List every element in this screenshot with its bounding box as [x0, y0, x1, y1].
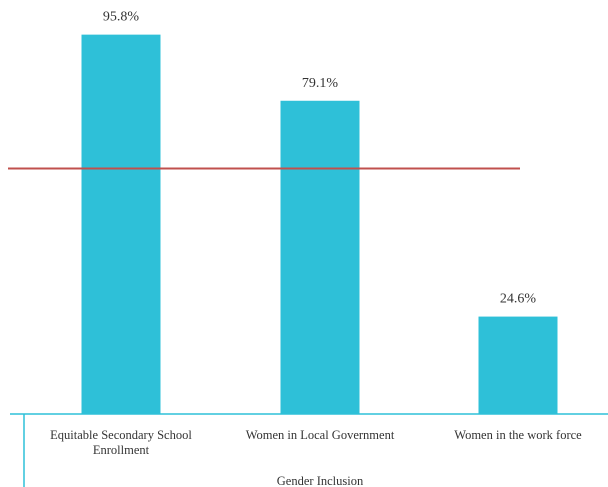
bar-2	[280, 100, 360, 414]
bar-3	[478, 316, 558, 414]
category-label-2: Women in Local Government	[246, 428, 395, 442]
data-labels: 95.8% 79.1% 24.6%	[103, 10, 537, 307]
x-axis	[10, 413, 608, 487]
category-label-1: Equitable Secondary School Enrollment	[50, 428, 192, 457]
bars	[81, 34, 558, 415]
bar-1	[81, 34, 161, 415]
data-label-1: 95.8%	[103, 10, 140, 25]
data-label-2: 79.1%	[302, 76, 339, 91]
data-label-3: 24.6%	[500, 292, 537, 307]
category-label-3: Women in the work force	[454, 428, 582, 442]
category-labels: Equitable Secondary School Enrollment Wome…	[50, 428, 582, 457]
group-axis-label: Gender Inclusion	[277, 474, 364, 487]
